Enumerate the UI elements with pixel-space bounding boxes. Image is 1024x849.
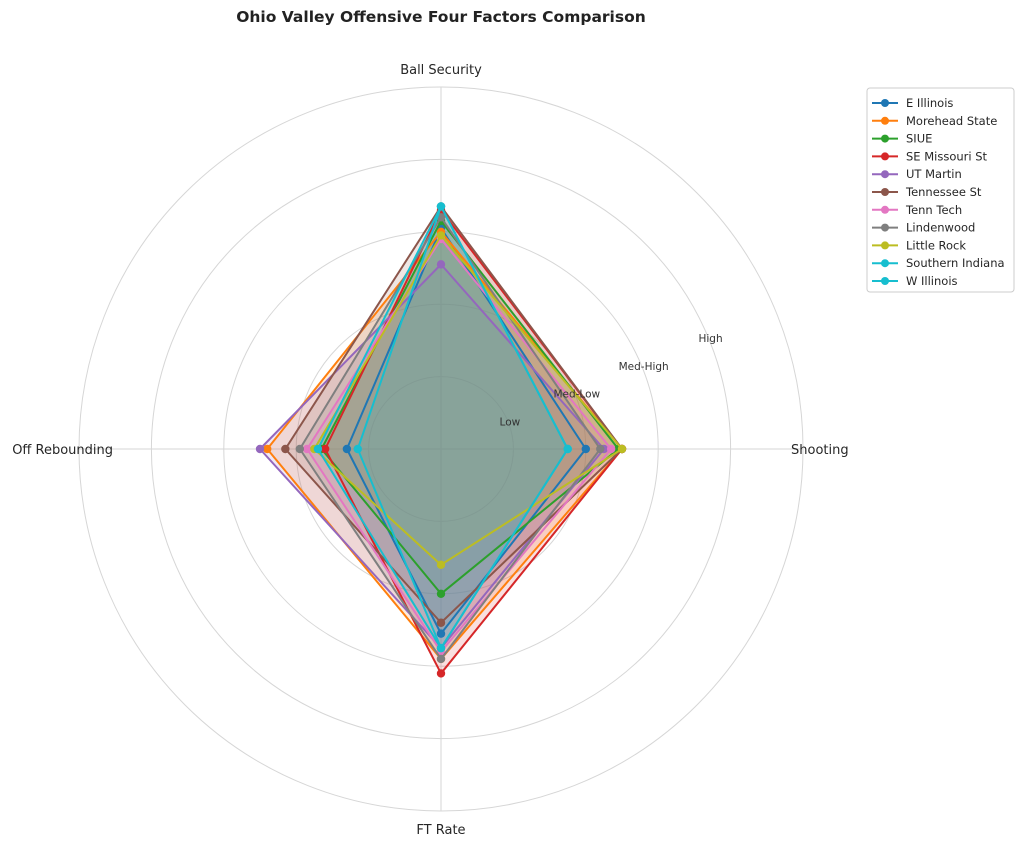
data-point-9-2: [353, 444, 362, 454]
legend-swatch-marker-8: [881, 241, 889, 250]
legend-label-10: W Illinois: [906, 274, 958, 288]
ring-label-3: High: [698, 333, 722, 345]
series-fill-10: [317, 206, 568, 649]
legend-swatch-marker-4: [881, 170, 889, 179]
data-point-6-0: [606, 444, 616, 454]
data-point-0-2: [342, 444, 352, 454]
legend-label-6: Tenn Tech: [905, 203, 962, 217]
data-point-0-3: [436, 629, 446, 638]
radar-series: [255, 202, 627, 678]
data-point-1-2: [263, 444, 272, 454]
legend-label-0: E Illinois: [906, 96, 953, 110]
data-point-8-0: [617, 444, 627, 454]
data-point-8-1: [436, 231, 446, 240]
data-point-10-0: [563, 444, 572, 454]
legend-label-5: Tennessee St: [905, 185, 982, 199]
data-point-10-3: [436, 643, 446, 653]
legend-swatch-marker-1: [881, 116, 889, 125]
axis-label-1: Ball Security: [400, 63, 482, 78]
legend-label-4: UT Martin: [906, 167, 962, 181]
legend-frame: [866, 87, 1015, 293]
legend-swatch-marker-5: [881, 188, 889, 196]
data-point-7-0: [596, 444, 605, 454]
data-point-5-3: [436, 618, 446, 627]
data-point-8-3: [436, 560, 446, 570]
data-point-4-2: [255, 444, 265, 454]
legend-label-7: Lindenwood: [906, 221, 975, 235]
chart-legend: E Illinois Morehead State SIUE SE Missouri …: [866, 87, 1015, 293]
ring-label-0: Low: [500, 416, 521, 428]
axis-label-2: Off Rebounding: [12, 443, 113, 458]
data-point-10-2: [313, 444, 323, 454]
axis-label-0: Shooting: [791, 443, 849, 458]
series-fill-8: [314, 235, 622, 565]
legend-swatch-marker-2: [881, 134, 889, 143]
series-fill-4: [260, 264, 604, 649]
data-point-7-2: [295, 444, 305, 454]
legend-label-2: SIUE: [906, 132, 932, 146]
legend-label-8: Little Rock: [906, 238, 966, 252]
legend-swatch-marker-7: [881, 223, 889, 232]
legend-label-3: SE Missouri St: [906, 149, 988, 163]
legend-items: E Illinois Morehead State SIUE SE Missouri …: [872, 96, 1005, 288]
series-fill-6: [307, 239, 612, 652]
radar-labels: Shooting Ball Security Off Rebounding FT Ra…: [12, 63, 848, 838]
legend-label-1: Morehead State: [906, 114, 997, 128]
data-point-10-1: [436, 202, 446, 211]
data-point-7-3: [436, 654, 446, 664]
axis-label-3: FT Rate: [416, 823, 465, 838]
chart-title: Ohio Valley Offensive Four Factors Compa…: [236, 8, 646, 26]
data-point-0-0: [581, 444, 590, 454]
ring-label-1: Med-Low: [553, 389, 600, 401]
legend-swatch-marker-6: [881, 205, 889, 214]
data-point-6-2: [302, 444, 312, 454]
legend-swatch-marker-9: [881, 259, 889, 268]
data-point-4-1: [436, 260, 446, 269]
data-point-3-2: [320, 444, 330, 454]
legend-label-9: Southern Indiana: [906, 256, 1005, 270]
ring-label-2: Med-High: [619, 361, 669, 373]
data-point-5-2: [281, 444, 290, 454]
data-point-2-3: [436, 589, 446, 598]
data-point-3-3: [436, 669, 446, 678]
series-fill-5: [285, 206, 622, 623]
legend-swatch-marker-3: [881, 152, 889, 161]
legend-swatch-marker-10: [881, 277, 889, 285]
legend-swatch-marker-0: [881, 99, 889, 107]
